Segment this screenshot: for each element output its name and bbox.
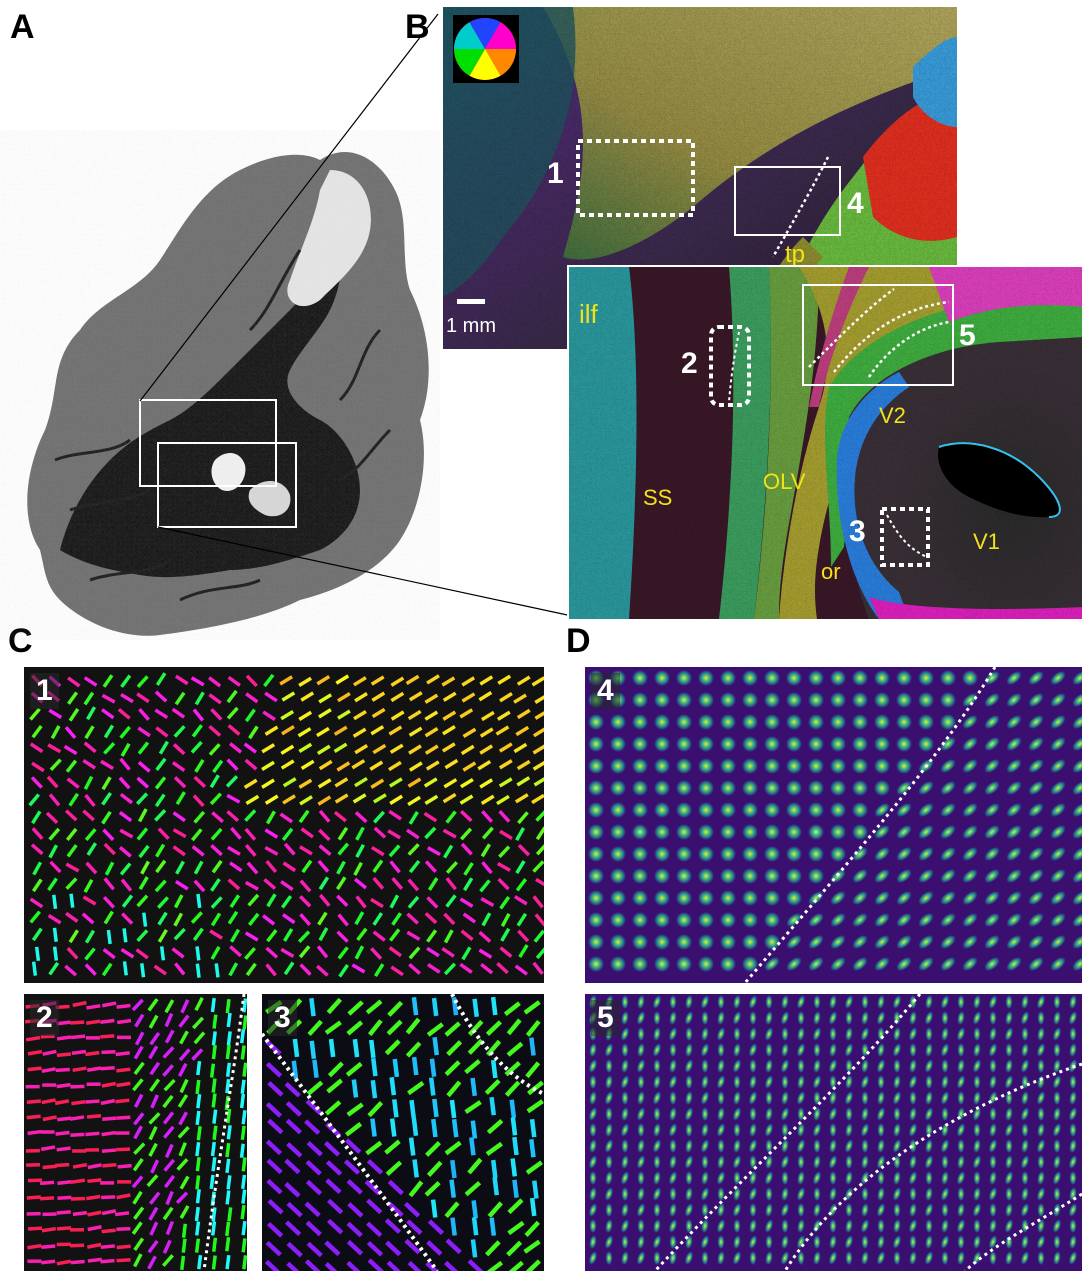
- region-label-olv: OLV: [763, 469, 806, 494]
- inset-label-d5: 5: [591, 1000, 620, 1036]
- fiber-glyph-inset-1: 1: [24, 667, 544, 983]
- box-label-5: 5: [959, 319, 976, 352]
- region-label-tp: tp: [785, 241, 806, 268]
- region-label-ss: SS: [643, 485, 673, 510]
- fiber-glyph-inset-2: 2: [24, 994, 247, 1271]
- inset-label-c2: 2: [30, 1000, 59, 1036]
- panel-label-b: B: [405, 8, 430, 46]
- panel-label-a: A: [10, 8, 35, 46]
- panel-label-d: D: [566, 622, 591, 660]
- inset-label-c1: 1: [30, 673, 59, 709]
- box-label-3: 3: [849, 515, 866, 548]
- region-label-v1: V1: [973, 529, 1000, 554]
- region-label-or: or: [821, 559, 841, 584]
- region-label-ilf: ilf: [579, 299, 598, 329]
- region-label-v2: V2: [879, 403, 906, 428]
- box-label-4: 4: [847, 187, 864, 220]
- inset-label-d4: 4: [591, 673, 620, 709]
- fiber-glyph-inset-3: 3: [262, 994, 544, 1271]
- box-label-1: 1: [547, 157, 564, 190]
- box-label-2: 2: [681, 347, 698, 380]
- brain-slice-image: [0, 130, 440, 640]
- fiber-orientation-map-lower: ilf 2 5 3 SS OLV V2 or V1: [567, 265, 1082, 619]
- odf-inset-4: 4: [585, 667, 1082, 983]
- odf-inset-5: 5: [585, 994, 1082, 1271]
- scale-bar-label: 1 mm: [446, 315, 496, 337]
- inset-label-c3: 3: [268, 1000, 297, 1036]
